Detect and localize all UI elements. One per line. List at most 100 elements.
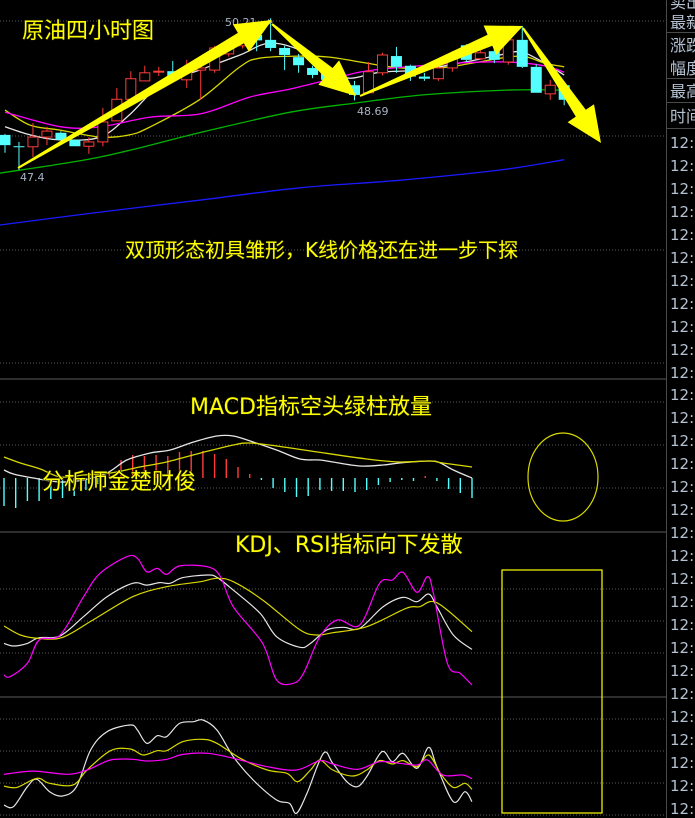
candle-body bbox=[83, 141, 95, 147]
time-row[interactable]: 12:1 bbox=[670, 615, 695, 634]
time-row[interactable]: 12:1 bbox=[670, 202, 695, 221]
time-row[interactable]: 12:1 bbox=[670, 661, 695, 680]
time-row[interactable]: 12:1 bbox=[670, 386, 695, 405]
time-row[interactable]: 12:1 bbox=[670, 340, 695, 359]
candle-body bbox=[97, 121, 109, 143]
low-price-label-second: 48.69 bbox=[357, 105, 389, 118]
time-row[interactable]: 12:1 bbox=[670, 432, 695, 451]
time-row[interactable]: 12:1 bbox=[670, 225, 695, 244]
candle-body bbox=[139, 72, 151, 82]
candle bbox=[293, 53, 305, 73]
quote-label-change-pct: 幅度 bbox=[670, 59, 695, 78]
time-column-header: 时间 bbox=[670, 107, 695, 126]
kdj-rsi-highlight-box bbox=[501, 569, 603, 814]
kdj-line bbox=[3, 577, 473, 640]
rsi-line bbox=[3, 738, 473, 790]
candle bbox=[27, 123, 39, 158]
time-row[interactable]: 12:1 bbox=[670, 248, 695, 267]
candle bbox=[530, 64, 542, 93]
macd-highlight-ellipse bbox=[527, 432, 599, 522]
macd-line bbox=[3, 442, 473, 478]
candle-body bbox=[279, 47, 291, 55]
time-row[interactable]: 12:1 bbox=[670, 570, 695, 589]
candle bbox=[376, 52, 388, 76]
rsi-line bbox=[3, 752, 473, 780]
divider bbox=[667, 78, 695, 79]
candle-body bbox=[432, 67, 444, 80]
time-row[interactable]: 12:1 bbox=[670, 753, 695, 772]
candle bbox=[516, 25, 528, 68]
candle bbox=[279, 45, 291, 71]
divider bbox=[667, 102, 695, 103]
candle-body bbox=[376, 54, 388, 74]
time-row[interactable]: 12:1 bbox=[670, 156, 695, 175]
candle-body bbox=[349, 85, 360, 95]
candle-body bbox=[418, 76, 430, 79]
candle-body bbox=[13, 146, 25, 148]
divider bbox=[667, 128, 695, 129]
candle-body bbox=[488, 51, 500, 60]
candle bbox=[432, 65, 444, 81]
time-row[interactable]: 12:1 bbox=[670, 363, 695, 382]
candle-body bbox=[293, 57, 305, 66]
time-row[interactable]: 12:1 bbox=[670, 707, 695, 726]
kdj-line bbox=[3, 554, 473, 686]
trend-arrow-icon bbox=[359, 25, 523, 97]
candle-body bbox=[0, 134, 11, 146]
time-row[interactable]: 12:1 bbox=[670, 478, 695, 497]
candle bbox=[55, 131, 67, 140]
time-row[interactable]: 12:1 bbox=[670, 271, 695, 290]
time-row[interactable]: 12:1 bbox=[670, 638, 695, 657]
candle bbox=[83, 137, 95, 154]
quote-label-latest: 最新 bbox=[670, 13, 695, 32]
time-row[interactable]: 12:1 bbox=[670, 317, 695, 336]
kdj-panel bbox=[3, 554, 473, 686]
kdj-line bbox=[3, 574, 473, 650]
kdj-rsi-note: KDJ、RSI指标向下发散 bbox=[235, 533, 463, 558]
candle-body bbox=[544, 84, 556, 95]
time-row[interactable]: 12:1 bbox=[670, 294, 695, 313]
candle bbox=[125, 71, 137, 100]
candle bbox=[0, 133, 11, 153]
time-row[interactable]: 12:1 bbox=[670, 730, 695, 749]
time-row[interactable]: 12:1 bbox=[670, 455, 695, 474]
candle bbox=[390, 46, 402, 73]
candle-body bbox=[390, 56, 402, 67]
macd-panel bbox=[3, 434, 473, 508]
time-row[interactable]: 12:1 bbox=[670, 409, 695, 428]
time-row[interactable]: 12:1 bbox=[670, 501, 695, 520]
candle bbox=[97, 107, 109, 147]
quote-label-change: 涨跌 bbox=[670, 36, 695, 55]
moving-average-line bbox=[0, 159, 565, 226]
time-row[interactable]: 12:1 bbox=[670, 593, 695, 611]
quote-label-high: 最高 bbox=[670, 82, 695, 101]
time-row[interactable]: 12:1 bbox=[670, 684, 695, 703]
moving-average-line bbox=[4, 61, 565, 129]
candle bbox=[418, 72, 430, 81]
price-panel bbox=[0, 18, 570, 226]
rsi-line bbox=[3, 718, 473, 815]
time-row[interactable]: 12:1 bbox=[670, 547, 695, 566]
candle-body bbox=[55, 132, 67, 140]
time-row[interactable]: 12:1 bbox=[670, 179, 695, 198]
trend-arrow-icon bbox=[17, 20, 272, 169]
time-row[interactable]: 12:1 bbox=[670, 524, 695, 543]
candlestick-chart-area: 50.21 47.4 48.69 原油四小时图 双顶形态初具雏形，K线价格还在进… bbox=[0, 16, 666, 816]
chart-title: 原油四小时图 bbox=[22, 19, 154, 44]
quote-label-sell: 卖出 bbox=[670, 0, 695, 12]
time-row[interactable]: 12:1 bbox=[670, 134, 695, 152]
candle-body bbox=[307, 67, 319, 75]
low-price-label-first: 47.4 bbox=[20, 171, 45, 184]
candle bbox=[362, 62, 374, 94]
divider bbox=[667, 32, 695, 33]
pattern-note: 双顶形态初具雏形，K线价格还在进一步下探 bbox=[125, 238, 518, 262]
time-row[interactable]: 12:1 bbox=[670, 776, 695, 795]
candle-body bbox=[153, 70, 165, 73]
candle bbox=[41, 126, 53, 146]
candle bbox=[139, 65, 151, 82]
trend-arrow-icon bbox=[271, 23, 356, 97]
time-row[interactable]: 12:1 bbox=[670, 799, 695, 818]
quote-side-panel: 卖出 最新 涨跌 幅度 最高 时间 12:1 12:1 12:1 12:1 12:1 12… bbox=[666, 0, 695, 818]
candle-body bbox=[27, 136, 39, 148]
candle bbox=[69, 139, 81, 147]
